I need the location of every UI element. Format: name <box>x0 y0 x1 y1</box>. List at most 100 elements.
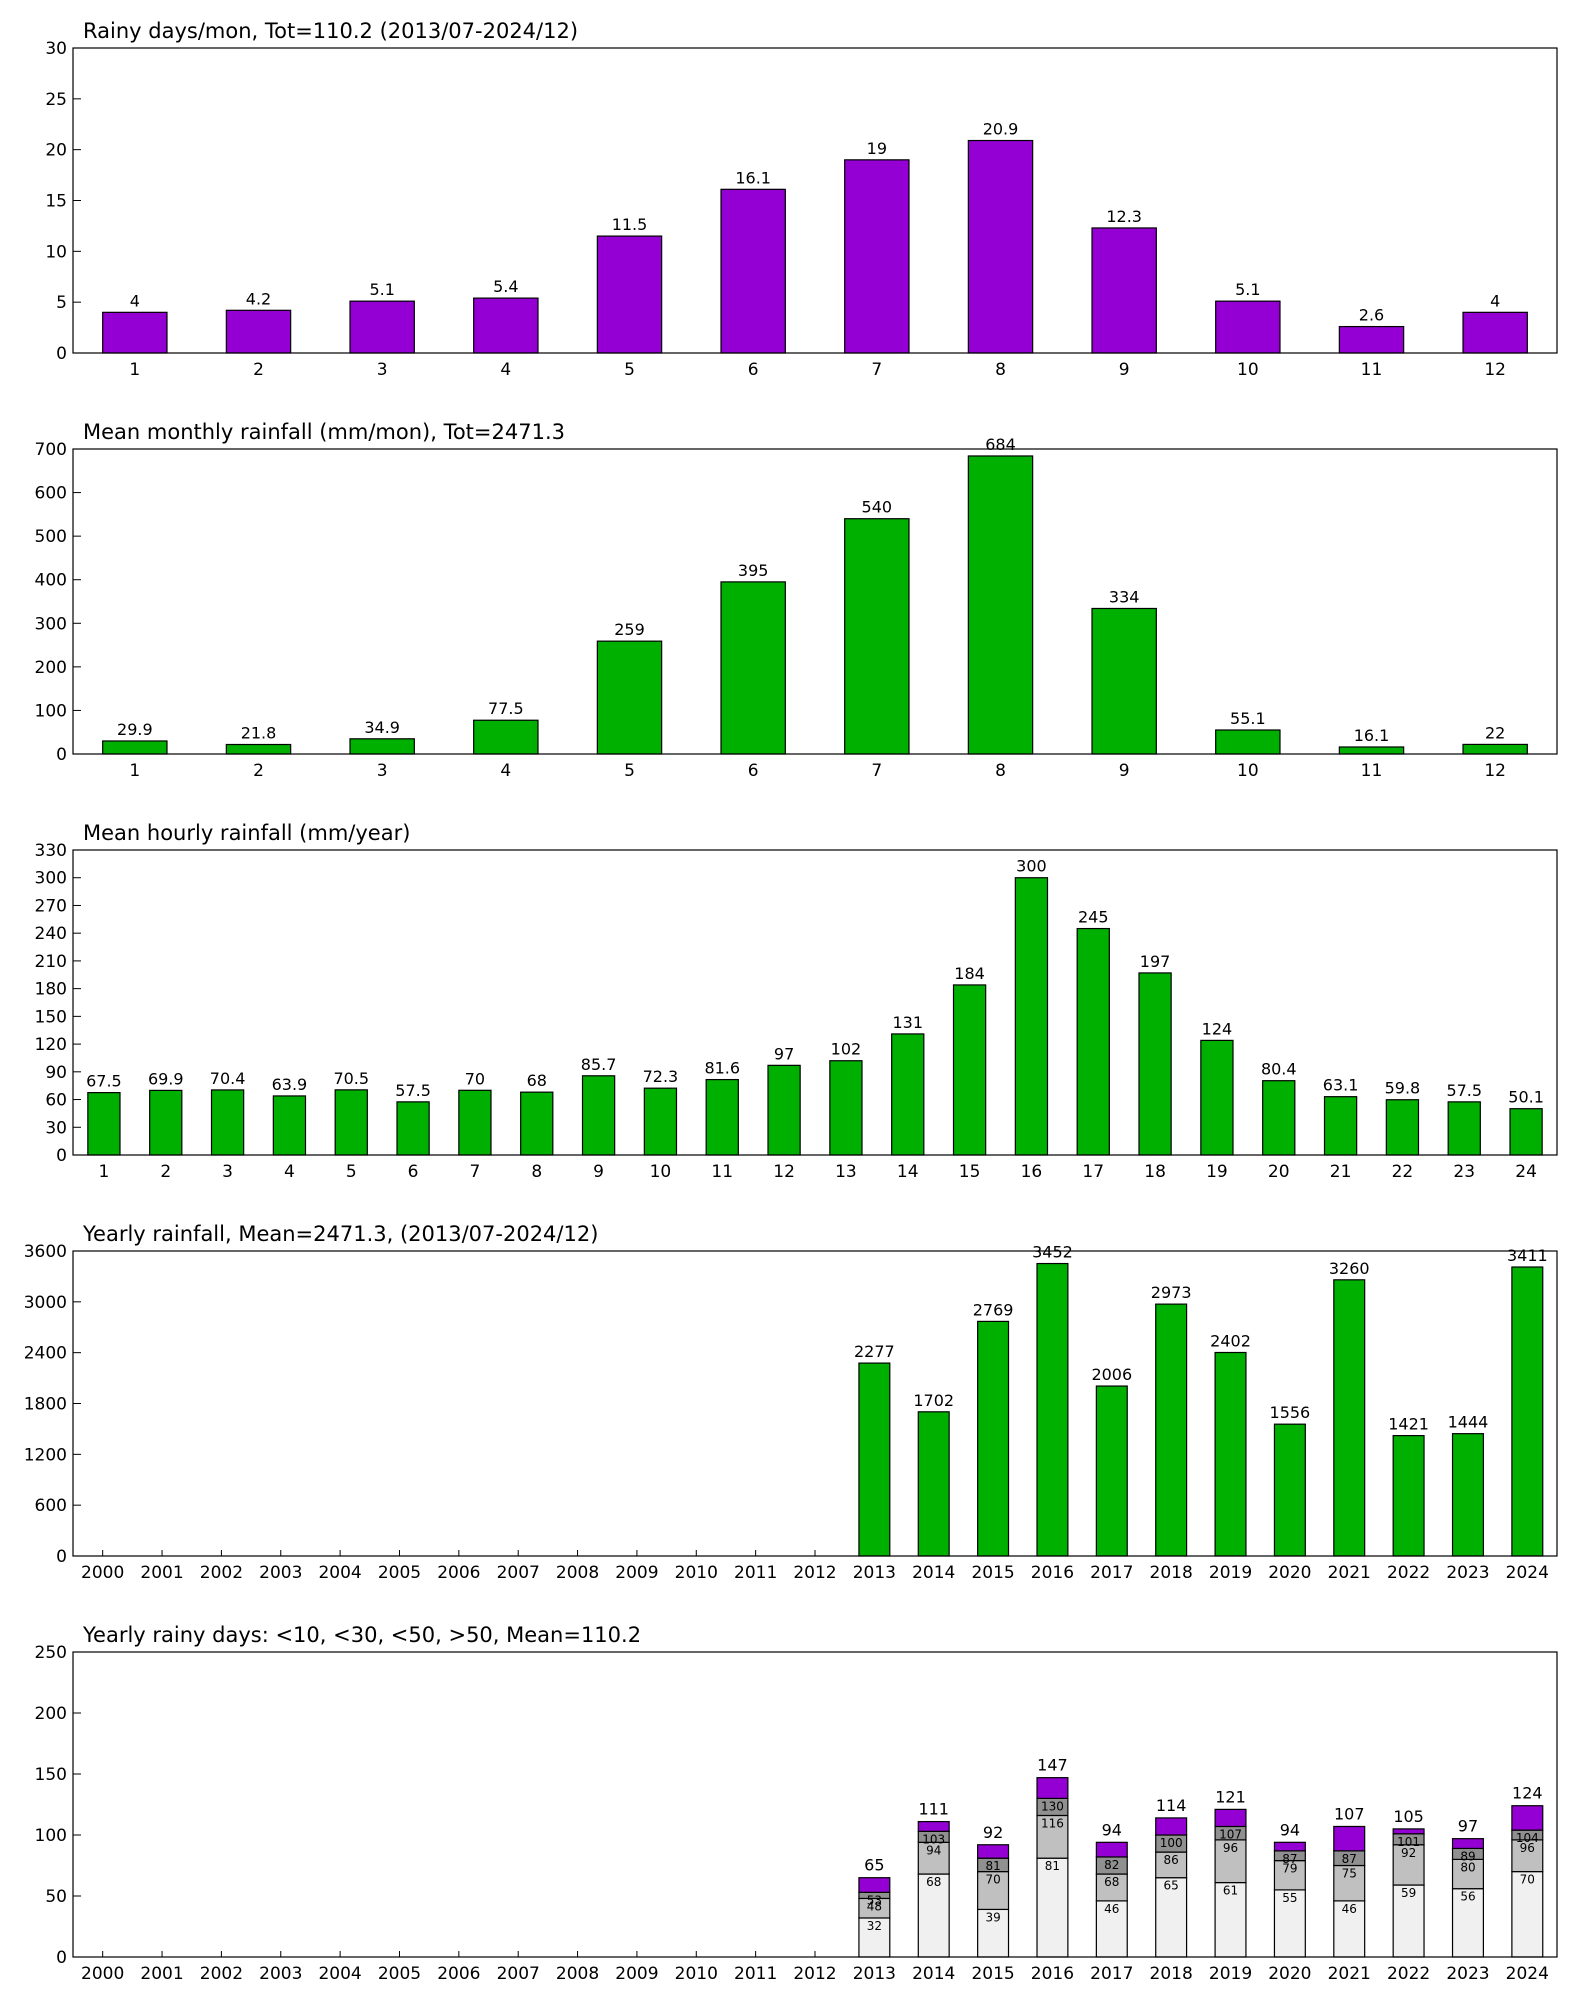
x-tick-label: 2017 <box>1090 1563 1133 1583</box>
y-tick-label: 3000 <box>24 1293 67 1313</box>
x-tick-label: 3 <box>377 761 388 781</box>
value-label: 2.6 <box>1359 306 1384 325</box>
x-tick-label: 2021 <box>1328 1964 1371 1984</box>
value-label: 1421 <box>1388 1415 1429 1434</box>
segment-label: 116 <box>1041 1816 1064 1830</box>
y-tick-label: 25 <box>45 90 67 110</box>
x-tick-label: 2000 <box>81 1964 124 1984</box>
value-label: 3260 <box>1329 1259 1370 1278</box>
segment-label: 87 <box>1282 1852 1297 1866</box>
bar <box>891 1033 925 1156</box>
value-label: 63.1 <box>1323 1076 1359 1095</box>
bar-segment <box>1511 1805 1544 1831</box>
value-label: 245 <box>1078 908 1109 927</box>
x-tick-label: 2 <box>160 1162 171 1182</box>
value-label: 1702 <box>913 1391 954 1410</box>
value-label: 111 <box>918 1800 949 1819</box>
value-label: 124 <box>1202 1019 1233 1038</box>
bar <box>1451 1433 1484 1557</box>
bar <box>1036 1262 1069 1557</box>
bar <box>1215 729 1281 755</box>
bar <box>1509 1108 1543 1156</box>
value-label: 2973 <box>1151 1283 1192 1302</box>
segment-label: 70 <box>1520 1873 1535 1887</box>
x-tick-label: 2005 <box>378 1964 421 1984</box>
x-tick-label: 14 <box>897 1162 919 1182</box>
bar-segment <box>977 1870 1010 1911</box>
value-label: 3452 <box>1032 1243 1073 1262</box>
x-tick-label: 2012 <box>793 1964 836 1984</box>
y-tick-label: 20 <box>45 141 67 161</box>
y-tick-label: 0 <box>56 745 67 765</box>
bar <box>1091 227 1157 354</box>
bar <box>967 455 1034 755</box>
bar <box>1511 1266 1544 1557</box>
x-tick-label: 1 <box>99 1162 110 1182</box>
value-label: 2769 <box>973 1300 1014 1319</box>
chart-title: Mean hourly rainfall (mm/year) <box>83 821 410 845</box>
value-label: 124 <box>1512 1784 1543 1803</box>
bar <box>102 740 168 755</box>
value-label: 2006 <box>1091 1365 1132 1384</box>
segment-label: 89 <box>1460 1849 1475 1863</box>
value-label: 2277 <box>854 1342 895 1361</box>
x-tick-label: 2014 <box>912 1563 955 1583</box>
value-label: 70.5 <box>333 1069 369 1088</box>
x-tick-label: 4 <box>500 360 511 380</box>
x-tick-label: 19 <box>1206 1162 1228 1182</box>
bar <box>1262 1080 1296 1156</box>
y-tick-label: 10 <box>45 242 67 262</box>
segment-label: 55 <box>1282 1891 1297 1905</box>
bar <box>844 159 910 354</box>
bar <box>1138 972 1172 1156</box>
x-tick-label: 2011 <box>734 1964 777 1984</box>
bar-segment <box>1333 1825 1366 1852</box>
x-tick-label: 2015 <box>971 1563 1014 1583</box>
value-label: 107 <box>1334 1804 1365 1823</box>
x-tick-label: 2005 <box>378 1563 421 1583</box>
x-tick-label: 9 <box>1119 360 1130 380</box>
value-label: 92 <box>983 1823 1003 1842</box>
value-label: 29.9 <box>117 720 153 739</box>
segment-label: 56 <box>1460 1890 1475 1904</box>
y-tick-label: 270 <box>35 896 67 916</box>
x-tick-label: 2013 <box>853 1964 896 1984</box>
bar <box>705 1078 739 1156</box>
x-tick-label: 2024 <box>1506 1964 1549 1984</box>
bar <box>720 188 786 354</box>
x-tick-label: 2000 <box>81 1563 124 1583</box>
segment-label: 79 <box>1282 1862 1297 1876</box>
bar <box>102 311 168 354</box>
segment-label: 68 <box>926 1875 941 1889</box>
y-tick-label: 500 <box>35 527 67 547</box>
bar <box>349 738 415 755</box>
x-tick-label: 7 <box>470 1162 481 1182</box>
y-tick-label: 400 <box>35 571 67 591</box>
value-label: 105 <box>1393 1807 1424 1826</box>
segment-label: 86 <box>1164 1853 1179 1867</box>
x-tick-label: 2008 <box>556 1563 599 1583</box>
value-label: 94 <box>1102 1820 1122 1839</box>
bar <box>917 1411 950 1557</box>
bar-segment <box>1095 1841 1128 1858</box>
y-tick-label: 0 <box>56 1948 67 1968</box>
y-tick-label: 2400 <box>24 1344 67 1364</box>
bar-segment <box>1214 1839 1247 1884</box>
value-label: 57.5 <box>1446 1081 1482 1100</box>
segment-label: 103 <box>922 1832 945 1846</box>
bar <box>473 297 539 354</box>
value-label: 259 <box>614 620 645 639</box>
x-tick-label: 17 <box>1082 1162 1104 1182</box>
y-tick-label: 300 <box>35 869 67 889</box>
x-tick-label: 2018 <box>1150 1964 1193 1984</box>
x-tick-label: 2013 <box>853 1563 896 1583</box>
x-tick-label: 2011 <box>734 1563 777 1583</box>
bar <box>1091 607 1157 755</box>
y-tick-label: 600 <box>35 484 67 504</box>
x-tick-label: 2012 <box>793 1563 836 1583</box>
bar-segment <box>1036 1777 1069 1800</box>
segment-label: 101 <box>1397 1835 1420 1849</box>
bar <box>952 984 987 1156</box>
value-label: 16.1 <box>1354 726 1390 745</box>
